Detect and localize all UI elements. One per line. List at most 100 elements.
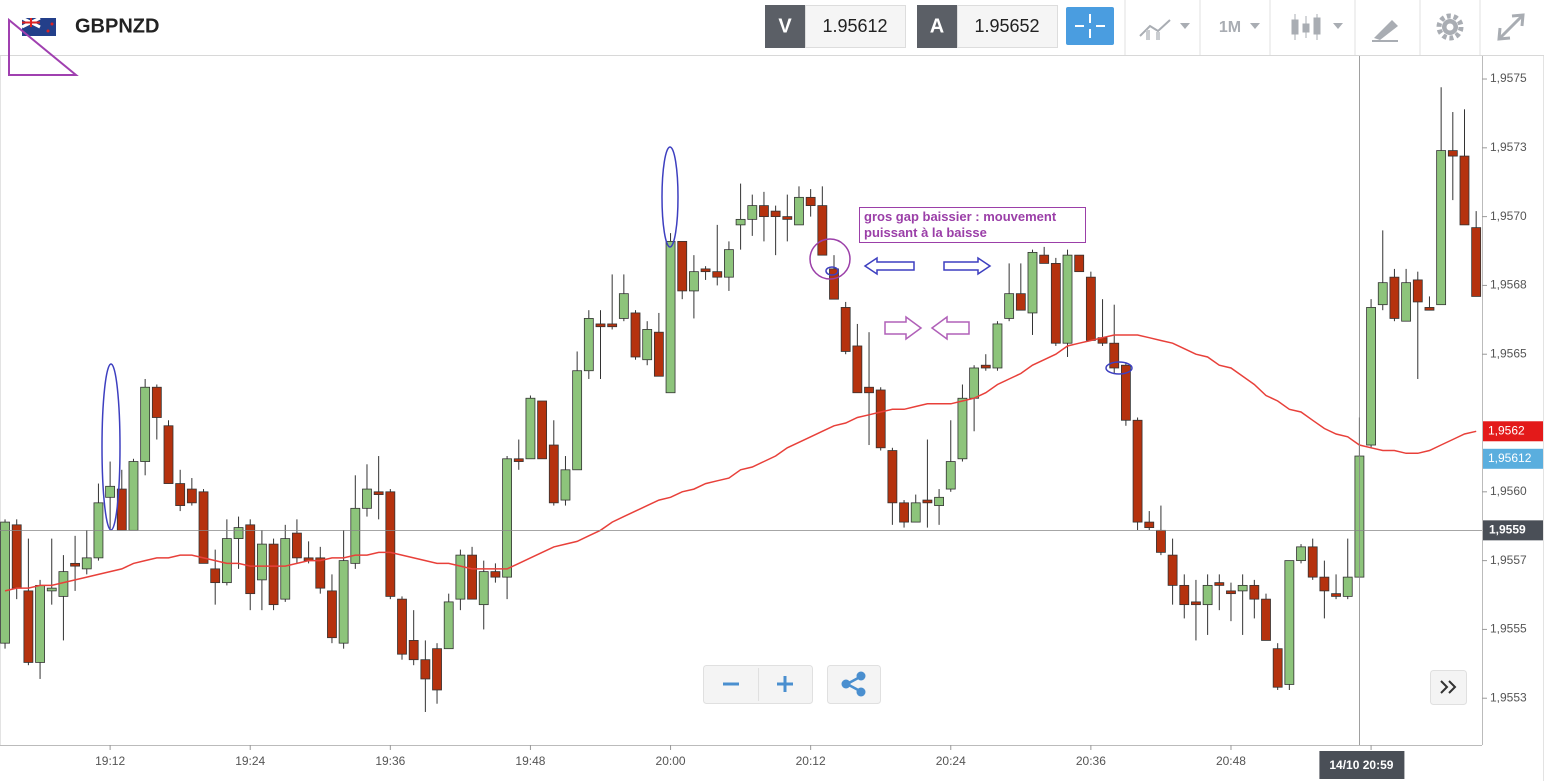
candle-body-down bbox=[770, 210, 781, 218]
candle-body-down bbox=[805, 196, 816, 207]
candle-body-down bbox=[245, 524, 256, 595]
draw-button[interactable] bbox=[1372, 20, 1398, 42]
crosshair-button[interactable] bbox=[1066, 7, 1114, 45]
candle-body-up bbox=[1366, 307, 1376, 446]
candle-body-down bbox=[373, 491, 384, 495]
candle-body-down bbox=[490, 571, 501, 578]
candle-body-down bbox=[548, 444, 559, 504]
candle-body-down bbox=[887, 450, 898, 504]
scroll-right-button[interactable] bbox=[1430, 670, 1467, 705]
y-tick-label: 1,9573 bbox=[1490, 140, 1527, 154]
timeframe: 1M bbox=[1219, 19, 1241, 36]
annotation-line: gros gap baissier : mouvement bbox=[864, 209, 1057, 224]
candle-type-button[interactable] bbox=[1291, 14, 1343, 40]
candle-body-up bbox=[665, 240, 676, 394]
candle-body-down bbox=[1050, 262, 1061, 344]
candle-body-up bbox=[618, 293, 629, 319]
candle-body-up bbox=[1436, 150, 1447, 306]
candle-body-down bbox=[1249, 584, 1260, 600]
candle-body-down bbox=[1120, 364, 1131, 421]
chart-type-button[interactable] bbox=[1139, 19, 1190, 40]
candle-body-up bbox=[140, 386, 151, 462]
candle-body-down bbox=[922, 499, 933, 504]
candle-body-down bbox=[1085, 276, 1096, 341]
candle-body-up bbox=[1062, 254, 1073, 344]
candle-body-down bbox=[1272, 648, 1283, 688]
candle-body-down bbox=[186, 488, 197, 504]
candle-body-down bbox=[537, 400, 548, 460]
candle-body-up bbox=[992, 323, 1003, 369]
y-tick-label: 1,9560 bbox=[1490, 484, 1527, 498]
x-tick-label: 20:00 bbox=[656, 754, 686, 768]
candle-body-down bbox=[595, 323, 606, 328]
candle-body-down bbox=[315, 557, 326, 589]
candle-body-up bbox=[338, 560, 349, 644]
candle-body-down bbox=[899, 502, 909, 523]
candle-body-down bbox=[513, 458, 524, 462]
candle-body-up bbox=[934, 496, 944, 506]
candle-body-up bbox=[443, 601, 454, 650]
candle-body-up bbox=[735, 218, 746, 226]
candle-body-down bbox=[829, 268, 839, 300]
candle-body-down bbox=[1167, 554, 1178, 586]
candle-body-up bbox=[1004, 293, 1015, 319]
ask-box bbox=[957, 5, 1058, 48]
symbol: GBPNZD bbox=[75, 15, 159, 37]
x-tick-label: 20:12 bbox=[796, 754, 826, 768]
ask-price: 1.95652 bbox=[974, 16, 1039, 36]
candle-body-up bbox=[1202, 584, 1213, 606]
candle-body-up bbox=[128, 461, 139, 531]
candle-body-up bbox=[1027, 251, 1038, 314]
candle-body-up bbox=[478, 571, 489, 606]
candle-body-down bbox=[1132, 419, 1143, 523]
share-button[interactable] bbox=[827, 665, 881, 704]
candle-body-down bbox=[1389, 276, 1400, 319]
candle-body-up bbox=[1401, 282, 1412, 322]
ask-button[interactable] bbox=[917, 5, 957, 48]
candle-body-down bbox=[1459, 155, 1470, 226]
candle-body-up bbox=[362, 488, 372, 509]
candle-body-up bbox=[1342, 576, 1353, 597]
y-tick-label: 1,9555 bbox=[1490, 622, 1527, 636]
candle-body-up bbox=[525, 397, 536, 460]
candle-body-up bbox=[969, 367, 980, 399]
x-tick-label: 19:48 bbox=[515, 754, 545, 768]
candle-body-down bbox=[1424, 307, 1435, 311]
candle-body-up bbox=[221, 538, 232, 584]
price-marker bbox=[1483, 448, 1543, 469]
candle-body-up bbox=[1284, 560, 1295, 685]
y-tick-label: 1,9575 bbox=[1490, 71, 1527, 85]
settings-button[interactable] bbox=[1436, 13, 1464, 41]
candle-body-up bbox=[794, 196, 804, 226]
x-tick-label: 19:36 bbox=[375, 754, 405, 768]
candle-body-up bbox=[233, 527, 244, 539]
bid-button[interactable] bbox=[765, 5, 805, 48]
candle-body-down bbox=[1074, 254, 1085, 273]
crosshair-time-label: 14/10 20:59 bbox=[1329, 758, 1393, 772]
candle-body-down bbox=[327, 590, 337, 639]
x-tick-label: 20:24 bbox=[936, 754, 966, 768]
candle-body-down bbox=[875, 389, 886, 449]
x-tick-label: 19:24 bbox=[235, 754, 265, 768]
annotation-line: puissant à la baisse bbox=[864, 225, 987, 240]
zoom-controls bbox=[703, 665, 813, 704]
timeframe-button[interactable]: 1M bbox=[1219, 19, 1260, 36]
zoom-in-button[interactable] bbox=[777, 676, 793, 692]
y-tick-label: 1,9568 bbox=[1490, 278, 1527, 292]
candle-body-up bbox=[0, 521, 10, 644]
candle-body-up bbox=[572, 370, 583, 471]
y-tick-label: 1,9565 bbox=[1490, 346, 1527, 360]
candle-body-up bbox=[46, 587, 57, 592]
crosshair-price-label: 1,9559 bbox=[1489, 523, 1526, 537]
candle-body-down bbox=[1261, 598, 1271, 641]
candle-body-down bbox=[1015, 293, 1026, 311]
candle-body-down bbox=[712, 271, 723, 278]
x-tick-label: 19:12 bbox=[95, 754, 125, 768]
moving-average-line bbox=[4, 334, 1477, 592]
fullscreen-button[interactable] bbox=[1497, 13, 1525, 41]
candle-body-up bbox=[257, 543, 267, 581]
candle-body-down bbox=[151, 386, 162, 418]
candle-body-down bbox=[210, 568, 221, 584]
candle-body-up bbox=[105, 485, 116, 498]
bid-box bbox=[805, 5, 906, 48]
